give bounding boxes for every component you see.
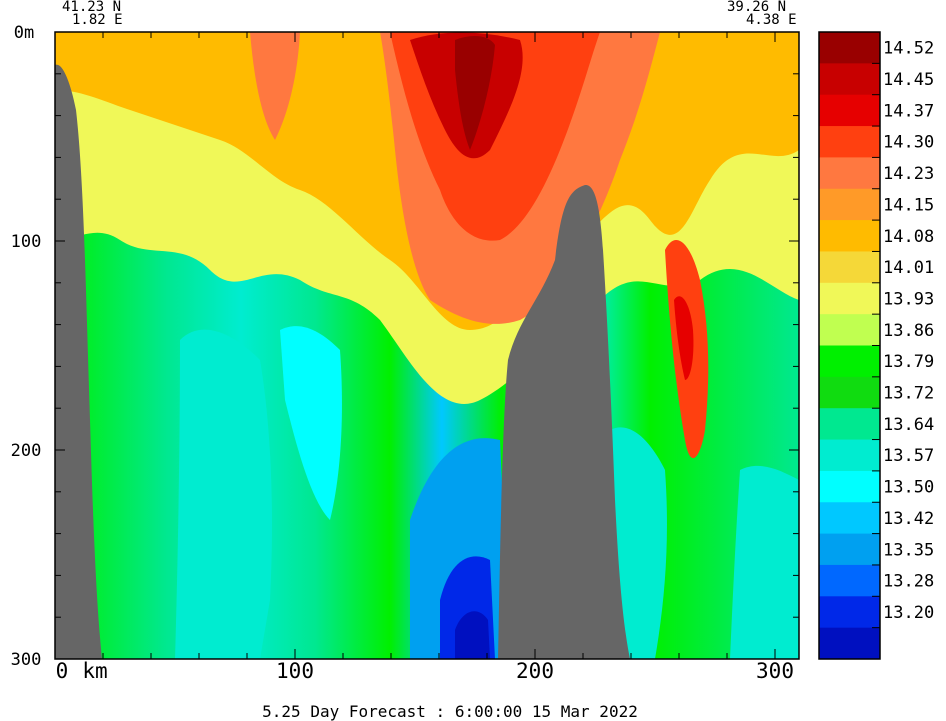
- corner-right-lat: 39.26 N: [727, 0, 787, 15]
- colorbar-segment: [819, 376, 880, 409]
- colorbar-segment: [819, 502, 880, 535]
- colorbar-segment: [819, 63, 880, 96]
- x-tick-label-200: 200: [516, 659, 554, 683]
- y-tick-label-100: 100: [11, 232, 42, 252]
- colorbar-segment: [819, 251, 880, 284]
- colorbar-label: 14.52: [883, 39, 934, 59]
- colorbar-segment: [819, 627, 880, 660]
- cold-far-right-cyan: [730, 465, 799, 659]
- colorbar-segment: [819, 439, 880, 472]
- colorbar-label: 13.93: [883, 289, 934, 309]
- colorbar-segment: [819, 345, 880, 378]
- colorbar-label: 13.57: [883, 446, 934, 466]
- colorbar-segment: [819, 533, 880, 566]
- seafloor-seamount: [498, 184, 630, 659]
- colorbar-label: 13.35: [883, 540, 934, 560]
- colorbar-segment: [819, 564, 880, 597]
- colorbar-segment: [819, 596, 880, 629]
- corner-right-lon: 4.38 E: [746, 12, 797, 28]
- cold-deep-navy: [455, 611, 490, 659]
- warm-core-maroon: [455, 35, 495, 150]
- warm-patch-left: [250, 32, 300, 140]
- colorbar-label: 14.30: [883, 133, 934, 153]
- cold-deep-cyan-2: [280, 326, 342, 520]
- colorbar-segment: [819, 157, 880, 190]
- colorbar-label: 13.20: [883, 603, 934, 623]
- warm-filament-core: [674, 296, 694, 380]
- cold-deep-cyan: [175, 329, 272, 659]
- forecast-footer: 5.25 Day Forecast : 6:00:00 15 Mar 2022: [262, 702, 638, 721]
- colorbar-label: 14.45: [883, 70, 934, 90]
- colorbar-segment: [819, 408, 880, 441]
- colorbar-label: 13.86: [883, 321, 934, 341]
- colorbar-segment: [819, 188, 880, 221]
- x-axis-ticks: [54, 32, 776, 659]
- y-tick-label-300: 300: [11, 650, 42, 670]
- colorbar-segment: [819, 126, 880, 158]
- colorbar-segment: [819, 32, 880, 64]
- colorbar-label: 14.23: [883, 164, 934, 184]
- colorbar-segment: [819, 220, 880, 252]
- colorbar: 14.52 14.45 14.37 14.30 14.23 14.15 14.08 14.01…: [818, 31, 934, 660]
- colorbar-segment: [819, 94, 880, 127]
- x-tick-label-100: 100: [276, 659, 314, 683]
- corner-left-lat: 41.23 N: [62, 0, 122, 15]
- seafloor-left: [55, 64, 102, 659]
- colorbar-segment: [819, 314, 880, 346]
- colorbar-label: 14.15: [883, 195, 934, 215]
- colorbar-label: 13.42: [883, 509, 934, 529]
- colorbar-label: 13.50: [883, 478, 934, 498]
- plot-frame: [54, 31, 800, 660]
- x-tick-label-0: 0: [56, 659, 69, 683]
- colorbar-label: 14.08: [883, 227, 934, 247]
- colorbar-label: 13.79: [883, 352, 934, 372]
- x-tick-label-300: 300: [756, 659, 794, 683]
- colorbar-segment: [819, 470, 880, 503]
- x-axis-unit-label: km: [82, 659, 107, 683]
- colorbar-label: 13.64: [883, 415, 934, 435]
- colorbar-segment: [819, 282, 880, 315]
- colorbar-label: 14.37: [883, 101, 934, 121]
- colorbar-label: 13.72: [883, 384, 934, 404]
- corner-left-lon: 1.82 E: [72, 12, 123, 28]
- colorbar-label: 13.28: [883, 572, 934, 592]
- y-tick-label-200: 200: [11, 441, 42, 461]
- y-axis-ticks: [55, 31, 799, 660]
- colorbar-label: 14.01: [883, 258, 934, 278]
- y-tick-label-0: 0m: [14, 23, 34, 43]
